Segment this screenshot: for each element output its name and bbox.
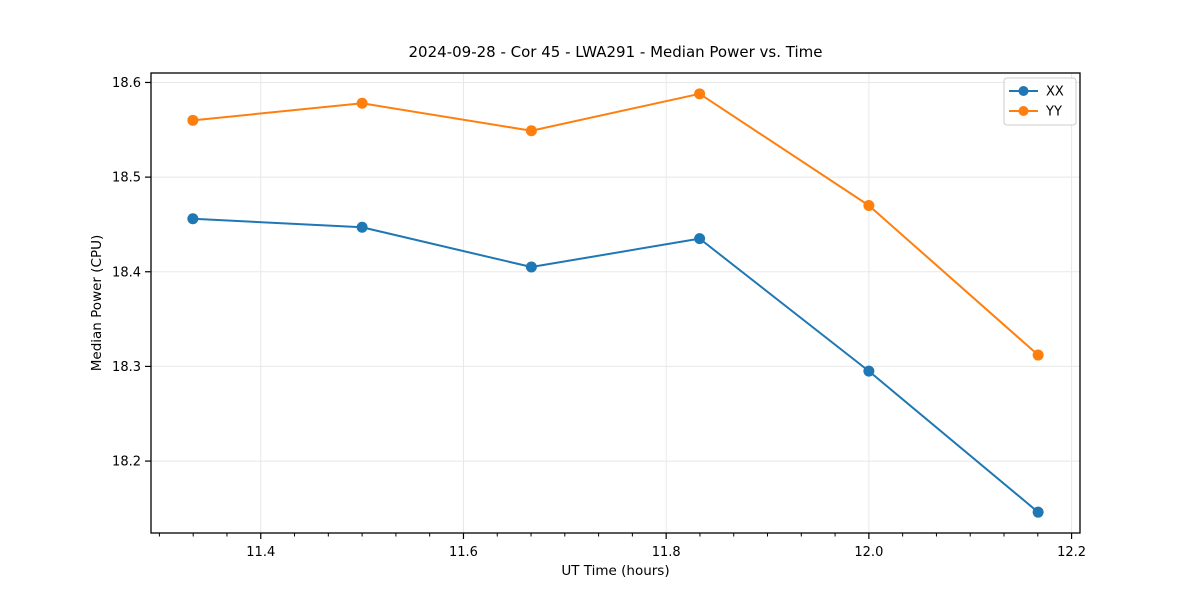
series-YY-line [191,92,1040,357]
legend-label: YY [1045,105,1062,120]
series-XX-marker [1032,506,1044,518]
chart-title: 2024-09-28 - Cor 45 - LWA291 - Median Po… [408,43,823,61]
series-YY-marker [694,88,706,100]
legend-sample-marker [1018,106,1029,116]
x-axis-label: UT Time (hours) [561,563,670,579]
y-tick-label: 18.6 [112,76,141,91]
x-tick-label: 11.4 [246,545,275,560]
series-YY-marker [356,97,368,109]
legend-label: XX [1046,85,1064,100]
y-tick-label: 18.2 [112,455,141,470]
x-tick-label: 12.2 [1057,545,1086,560]
plot-frame [150,72,1081,534]
series-XX-marker [187,213,199,225]
series-XX-marker [356,221,368,233]
x-tick-label: 11.8 [652,545,681,560]
y-tick-label: 18.4 [112,265,141,280]
legend-box [1003,77,1077,126]
series-XX-marker [694,233,706,245]
y-axis-label: Median Power (CPU) [89,234,105,372]
series-XX-marker [525,261,537,273]
series-YY-marker [187,114,199,126]
x-tick-label: 11.6 [449,545,478,560]
x-tick-label: 12.0 [854,545,883,560]
y-tick-label: 18.3 [112,360,141,375]
series-YY-marker [863,200,875,212]
series-YY-marker [525,125,537,137]
series-YY-marker [1032,349,1044,361]
series-XX-line [191,217,1040,514]
series-XX-marker [863,365,875,377]
legend-sample-marker [1018,86,1029,96]
y-tick-label: 18.5 [112,171,141,186]
